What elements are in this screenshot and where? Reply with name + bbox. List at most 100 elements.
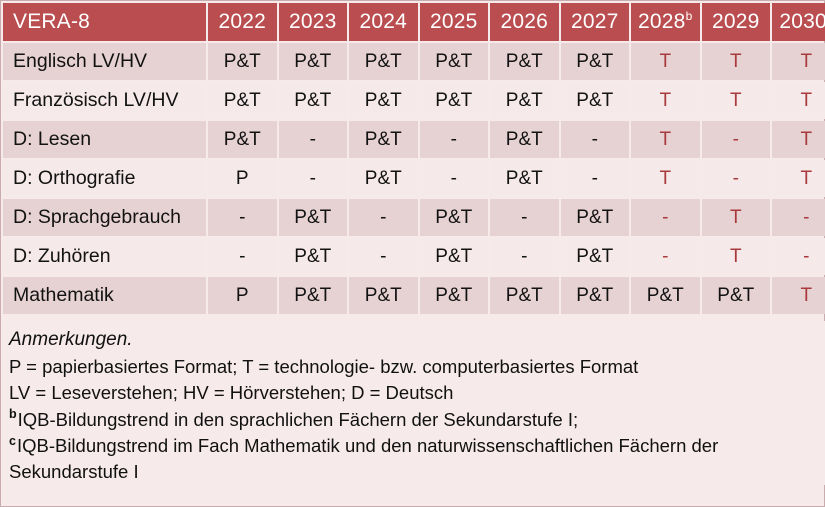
format-cell-2027: - <box>560 121 629 158</box>
row-label-cell: Französisch LV/HV <box>3 82 206 119</box>
format-cell-2028: T <box>631 82 700 119</box>
note-footnote-marker: c <box>9 433 16 448</box>
vera8-schedule-table: VERA-8 2022 2023 2024 2025 2026 2027 2028b 2029… <box>1 1 825 316</box>
format-cell-2023: P&T <box>278 277 347 314</box>
note-line: P = papierbasiertes Format; T = technolo… <box>9 354 818 380</box>
format-cell-2023: - <box>278 160 347 197</box>
format-cell-2026: P&T <box>490 43 559 80</box>
year-header-label: 2025 <box>429 10 478 33</box>
year-header-label: 2022 <box>218 10 267 33</box>
year-header-label: 2028 <box>638 10 686 33</box>
format-cell-2025: - <box>419 121 488 158</box>
format-cell-2029: P&T <box>701 277 770 314</box>
format-cell-2029: T <box>701 43 770 80</box>
format-cell-2026: - <box>490 238 559 275</box>
format-cell-2023: - <box>278 121 347 158</box>
table-row: Englisch LV/HV P&T P&T P&T P&T P&T P&T T T T <box>3 43 825 80</box>
year-header-label: 2027 <box>570 10 619 33</box>
format-cell-2025: - <box>419 160 488 197</box>
format-cell-2026: P&T <box>490 160 559 197</box>
format-cell-2022: - <box>208 238 277 275</box>
format-cell-2029: T <box>701 238 770 275</box>
format-cell-2027: - <box>560 160 629 197</box>
year-header-2024: 2024 <box>349 3 418 41</box>
format-cell-2023: P&T <box>278 43 347 80</box>
note-line-text: P = papierbasiertes Format; T = technolo… <box>9 355 639 377</box>
format-cell-2022: P&T <box>208 43 277 80</box>
format-cell-2022: P <box>208 160 277 197</box>
format-cell-2030: T <box>772 160 825 197</box>
format-cell-2024: P&T <box>349 160 418 197</box>
row-label-cell: D: Zuhören <box>3 238 206 275</box>
table-row: Französisch LV/HV P&T P&T P&T P&T P&T P&T T T T <box>3 82 825 119</box>
format-cell-2029: T <box>701 199 770 236</box>
format-cell-2030: T <box>772 43 825 80</box>
format-cell-2024: P&T <box>349 43 418 80</box>
format-cell-2030: T <box>772 121 825 158</box>
format-cell-2026: P&T <box>490 277 559 314</box>
table-row: D: Sprachgebrauch - P&T - P&T - P&T - T - <box>3 199 825 236</box>
row-label-cell: D: Sprachgebrauch <box>3 199 206 236</box>
format-cell-2029: - <box>701 160 770 197</box>
format-cell-2028: T <box>631 121 700 158</box>
table-header: VERA-8 2022 2023 2024 2025 2026 2027 2028b 2029… <box>3 3 825 41</box>
format-cell-2025: P&T <box>419 199 488 236</box>
format-cell-2027: P&T <box>560 199 629 236</box>
format-cell-2023: P&T <box>278 199 347 236</box>
year-header-2029: 2029 <box>701 3 770 41</box>
year-header-label: 2023 <box>288 10 337 33</box>
format-cell-2027: P&T <box>560 238 629 275</box>
year-header-2023: 2023 <box>278 3 347 41</box>
year-header-label: 2024 <box>359 10 408 33</box>
row-label-cell: D: Orthografie <box>3 160 206 197</box>
note-line-text: LV = Leseverstehen; HV = Hörverstehen; D… <box>9 382 454 404</box>
year-header-2028: 2028b <box>631 3 700 41</box>
format-cell-2027: P&T <box>560 277 629 314</box>
year-header-2022: 2022 <box>208 3 277 41</box>
table-notes: Anmerkungen. P = papierbasiertes Format;… <box>1 321 825 486</box>
corner-header-cell: VERA-8 <box>3 3 206 41</box>
format-cell-2025: P&T <box>419 277 488 314</box>
format-cell-2030: T <box>772 277 825 314</box>
format-cell-2022: P&T <box>208 82 277 119</box>
format-cell-2030: - <box>772 199 825 236</box>
format-cell-2028: - <box>631 238 700 275</box>
format-cell-2028: T <box>631 43 700 80</box>
format-cell-2026: P&T <box>490 82 559 119</box>
format-cell-2027: P&T <box>560 82 629 119</box>
note-line: bIQB-Bildungstrend in den sprachlichen F… <box>9 407 818 433</box>
format-cell-2024: P&T <box>349 277 418 314</box>
year-header-footnote-marker: b <box>685 9 693 23</box>
year-header-label: 2029 <box>711 10 760 33</box>
format-cell-2025: P&T <box>419 82 488 119</box>
format-cell-2023: P&T <box>278 238 347 275</box>
format-cell-2030: - <box>772 238 825 275</box>
table-row: Mathematik P P&T P&T P&T P&T P&T P&T P&T T <box>3 277 825 314</box>
note-footnote-marker: b <box>9 407 17 422</box>
format-cell-2028: P&T <box>631 277 700 314</box>
year-header-label: 2026 <box>500 10 549 33</box>
format-cell-2028: - <box>631 199 700 236</box>
format-cell-2022: P&T <box>208 121 277 158</box>
format-cell-2024: P&T <box>349 121 418 158</box>
row-label-cell: Englisch LV/HV <box>3 43 206 80</box>
format-cell-2022: - <box>208 199 277 236</box>
format-cell-2023: P&T <box>278 82 347 119</box>
note-line-text: IQB-Bildungstrend im Fach Mathematik und… <box>9 434 719 483</box>
format-cell-2029: T <box>701 82 770 119</box>
notes-title: Anmerkungen. <box>9 329 133 350</box>
year-header-2026: 2026 <box>490 3 559 41</box>
row-label-cell: Mathematik <box>3 277 206 314</box>
format-cell-2026: P&T <box>490 121 559 158</box>
year-header-2025: 2025 <box>419 3 488 41</box>
note-line: LV = Leseverstehen; HV = Hörverstehen; D… <box>9 380 818 406</box>
notes-lines: P = papierbasiertes Format; T = technolo… <box>9 354 818 485</box>
table-row: D: Zuhören - P&T - P&T - P&T - T - <box>3 238 825 275</box>
format-cell-2022: P <box>208 277 277 314</box>
year-header-2030: 2030c <box>772 3 825 41</box>
year-header-2027: 2027 <box>560 3 629 41</box>
note-line-text: IQB-Bildungstrend in den sprachlichen Fä… <box>17 408 579 430</box>
note-line: cIQB-Bildungstrend im Fach Mathematik un… <box>9 433 818 486</box>
format-cell-2028: T <box>631 160 700 197</box>
